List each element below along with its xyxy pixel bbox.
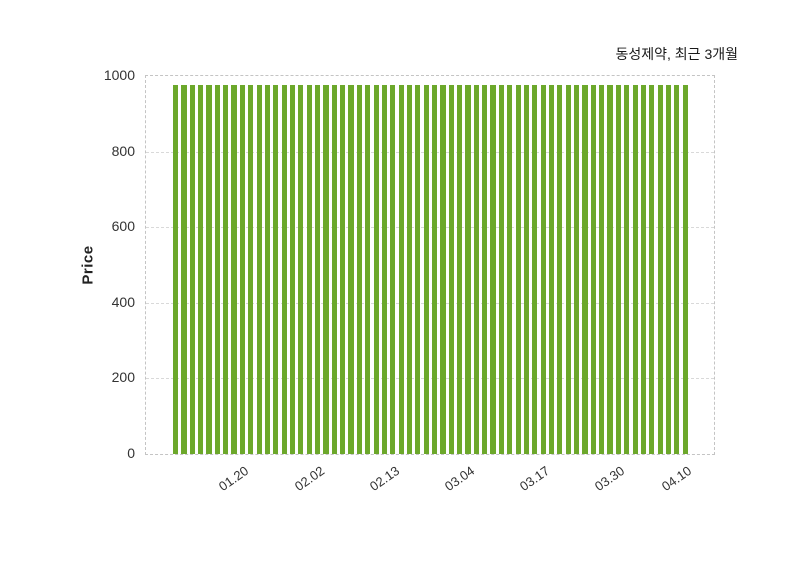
bar: [590, 85, 596, 454]
bar: [365, 85, 371, 454]
bar: [615, 85, 621, 454]
bar: [599, 85, 605, 454]
bar: [340, 85, 346, 454]
bar: [181, 85, 187, 454]
y-axis-ticks: 0 200 400 600 800 1000: [0, 67, 135, 461]
bar: [674, 85, 680, 454]
x-axis-ticks: 01.20 02.02 02.13 03.04 03.17 03.30 04.10: [145, 455, 715, 525]
bar: [624, 85, 630, 454]
bar: [498, 85, 504, 454]
gridline: [146, 227, 714, 229]
bar: [189, 85, 195, 454]
bar: [440, 85, 446, 454]
bar: [356, 85, 362, 454]
bar: [490, 85, 496, 454]
bar: [173, 85, 179, 454]
x-tick-label: 03.04: [441, 463, 478, 494]
bar: [682, 85, 688, 454]
bar: [214, 85, 220, 454]
bar: [231, 85, 237, 454]
x-tick-label: 02.02: [291, 463, 327, 494]
bar: [565, 85, 571, 454]
x-tick-label: 02.13: [366, 463, 402, 494]
bar: [532, 85, 538, 454]
bar: [548, 85, 555, 454]
bar: [256, 85, 262, 454]
bar: [198, 85, 204, 454]
bar: [657, 85, 663, 454]
bar: [315, 85, 321, 454]
bar: [239, 85, 245, 454]
bar: [515, 85, 521, 454]
y-tick-label: 400: [111, 293, 135, 310]
bar: [206, 85, 212, 454]
bar: [381, 85, 388, 454]
bar: [432, 85, 438, 454]
bar: [423, 85, 429, 454]
bar: [390, 85, 396, 454]
bar: [649, 85, 655, 454]
bar: [607, 85, 613, 454]
bar: [640, 85, 647, 454]
bar: [264, 85, 271, 454]
bar: [331, 85, 337, 454]
bar: [248, 85, 254, 454]
bar: [582, 85, 588, 454]
bar: [574, 85, 580, 454]
bar: [289, 85, 296, 454]
bar: [348, 85, 354, 454]
y-tick-label: 800: [111, 142, 135, 159]
plot-area: [145, 75, 715, 455]
bar: [281, 85, 287, 454]
chart-title: 동성제약, 최근 3개월: [615, 46, 739, 62]
bar: [306, 85, 312, 454]
y-tick-label: 600: [111, 218, 135, 235]
bar: [473, 85, 479, 454]
bar: [323, 85, 329, 454]
gridline: [146, 151, 714, 153]
bar: [415, 85, 421, 454]
x-tick-label: 03.17: [517, 463, 553, 494]
y-tick-label: 1000: [103, 67, 135, 83]
bar: [457, 85, 463, 454]
x-tick-label: 03.30: [592, 463, 628, 494]
bar: [273, 85, 279, 454]
bar: [406, 85, 413, 454]
bar: [557, 85, 563, 454]
gridline: [146, 378, 714, 380]
bar: [482, 85, 488, 454]
bar: [223, 85, 229, 454]
bar: [448, 85, 454, 454]
bar: [665, 85, 672, 454]
bar: [540, 85, 546, 454]
y-tick-label: 200: [111, 369, 135, 386]
bar: [632, 85, 638, 454]
x-tick-label: 01.20: [216, 463, 252, 494]
bar: [523, 85, 530, 454]
bar: [373, 85, 379, 454]
bar: [507, 85, 513, 454]
x-tick-label: 04.10: [659, 463, 695, 494]
gridline: [146, 302, 714, 304]
bar: [398, 85, 404, 454]
bar: [465, 85, 471, 454]
y-tick-label: 0: [127, 445, 135, 461]
bar: [298, 85, 304, 454]
